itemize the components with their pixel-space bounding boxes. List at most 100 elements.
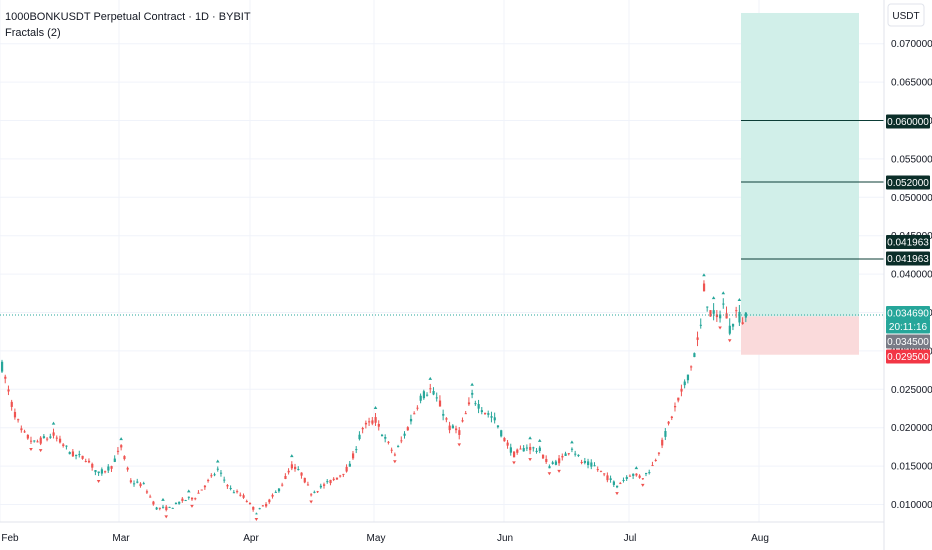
fractal-down-marker — [96, 479, 101, 483]
candle-body — [719, 314, 722, 319]
price-tick-label: 0.070000 — [891, 39, 932, 50]
candle-body — [661, 439, 664, 446]
candle-body — [516, 449, 519, 453]
candle-body — [351, 453, 355, 459]
candle-body — [326, 481, 329, 483]
fractal-down-marker — [718, 326, 722, 330]
candle-body — [435, 397, 438, 399]
candle-body — [297, 468, 300, 470]
indicator-label[interactable]: Fractals (2) — [5, 27, 61, 39]
candle-body — [715, 314, 719, 318]
candle-body — [236, 491, 239, 493]
candle-body — [651, 465, 654, 467]
long-position-tool[interactable] — [741, 12, 884, 355]
candle-body — [522, 448, 525, 452]
fractal-down-marker — [38, 449, 43, 453]
candle-body — [442, 413, 445, 416]
candle-body — [680, 388, 683, 392]
price-tag-label: 0.034500 — [887, 337, 929, 348]
price-tag-target — [886, 235, 930, 249]
candle-body — [744, 312, 748, 318]
candle-body — [471, 392, 474, 395]
candle-body — [538, 447, 541, 451]
candle-body — [232, 492, 236, 494]
candle-body — [216, 468, 219, 470]
currency-button[interactable] — [887, 3, 925, 27]
price-axis[interactable]: USDT 0.070000 0.065000 0.060000 0.055000 0.05… — [883, 0, 932, 550]
candle-body — [100, 469, 104, 474]
candle-body — [593, 465, 596, 467]
candle-body — [133, 483, 136, 485]
fractal-up-marker — [119, 437, 123, 441]
candle-body — [62, 444, 65, 446]
candle-body — [284, 475, 287, 479]
candle-body — [577, 454, 580, 457]
candle-body — [174, 502, 178, 505]
candle-body — [364, 422, 368, 425]
candle-body — [397, 446, 400, 448]
time-tick-label: Apr — [243, 533, 259, 544]
price-tick-label: 0.010000 — [891, 500, 932, 511]
price-tick-label: 0.065000 — [891, 78, 932, 89]
price-tag-target — [886, 114, 930, 129]
price-tick-label: 0.015000 — [891, 462, 932, 473]
time-tick-label: Jul — [624, 533, 637, 544]
candle-body — [712, 310, 715, 314]
candle-body — [625, 476, 628, 480]
candle-body — [223, 479, 226, 481]
candle-body — [583, 460, 587, 463]
price-tick-label: 0.025000 — [891, 385, 932, 396]
candle-body — [281, 484, 284, 486]
candle-body — [587, 461, 590, 466]
candle-body — [200, 489, 203, 491]
candle-body — [20, 428, 23, 431]
price-tick-label: 0.040000 — [891, 270, 932, 281]
price-tag-label: 0.052000 — [887, 178, 929, 189]
symbol-title[interactable]: 1000BONKUSDT Perpetual Contract · 1D · B… — [5, 11, 251, 23]
candle-body — [313, 491, 316, 493]
candle-body — [290, 464, 293, 469]
candle-body — [126, 467, 129, 470]
candle-body — [677, 397, 680, 401]
price-tick-label: 0.020000 — [891, 423, 932, 434]
candle-body — [393, 454, 397, 456]
candle-body — [702, 283, 706, 292]
candle-body — [670, 416, 673, 419]
candle-body — [123, 456, 126, 460]
candle-body — [699, 324, 702, 326]
candle-body — [496, 425, 500, 428]
candle-body — [632, 473, 635, 476]
candle-body — [667, 421, 670, 424]
candle-body — [606, 475, 609, 481]
candle-body — [203, 485, 207, 488]
candle-body — [480, 410, 483, 413]
price-tags: 0.060000 0.052000 0.041963 0.041963 0.034690… — [886, 114, 930, 364]
candle-body — [46, 438, 49, 440]
candle-body — [55, 437, 58, 439]
time-axis[interactable]: Feb Mar Apr May Jun Jul Aug — [0, 521, 884, 544]
candle-body — [97, 471, 100, 474]
price-tag-target — [886, 251, 930, 266]
candle-body — [725, 313, 728, 319]
fractal-down-marker — [547, 472, 552, 476]
candle-body — [213, 474, 216, 476]
candle-body — [107, 466, 110, 471]
candle-body — [1, 361, 4, 372]
candle-body — [71, 451, 75, 457]
candle-body — [484, 412, 487, 414]
candle-body — [252, 506, 255, 510]
candle-body — [741, 322, 744, 325]
candle-body — [512, 451, 516, 458]
candle-body — [387, 441, 390, 443]
candle-body — [268, 499, 271, 503]
price-tag-entry — [886, 334, 930, 349]
fractal-down-marker — [309, 500, 313, 504]
candle-body — [529, 446, 532, 451]
candle-body — [722, 303, 725, 305]
candle-body — [162, 506, 165, 508]
candle-body — [248, 502, 252, 504]
candle-body — [342, 473, 345, 475]
candle-body — [120, 445, 123, 448]
candle-body — [419, 395, 422, 401]
